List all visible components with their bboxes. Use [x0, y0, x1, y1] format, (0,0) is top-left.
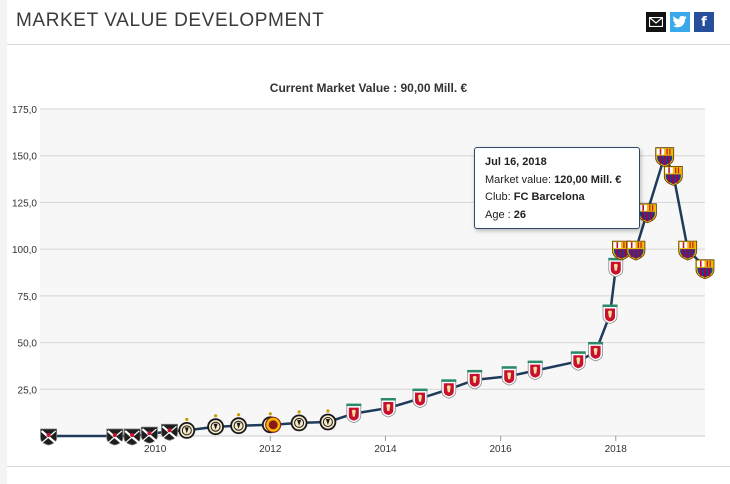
y-tick-label: 100,0	[12, 245, 37, 256]
tooltip-date: Jul 16, 2018	[485, 156, 547, 168]
data-point-vasco-crest[interactable]	[123, 428, 141, 446]
data-point-inter-crest[interactable]	[319, 409, 337, 431]
data-point-liverpool-crest[interactable]	[527, 360, 543, 381]
data-point-liverpool-crest[interactable]	[346, 403, 362, 424]
footer-divider	[7, 466, 730, 467]
data-point-barcelona-crest[interactable]	[678, 240, 698, 261]
data-point-barcelona-crest[interactable]	[612, 240, 631, 261]
data-point-vasco-crest[interactable]	[140, 426, 158, 444]
y-tick-label: 50,0	[18, 339, 38, 350]
page-title: MARKET VALUE DEVELOPMENT	[16, 10, 325, 31]
data-point-inter-crest[interactable]	[230, 413, 248, 435]
data-point-liverpool-crest[interactable]	[608, 257, 624, 278]
x-tick-label: 2016	[489, 444, 512, 455]
y-tick-label: 25,0	[18, 385, 38, 396]
data-point-barcelona-crest[interactable]	[626, 240, 646, 261]
facebook-icon[interactable]: f	[694, 12, 714, 32]
data-point-liverpool-crest[interactable]	[380, 398, 396, 418]
market-value-chart: 175,0 150,0 125,0 100,0 75,0 50,0 25,0 2010 2012…	[12, 105, 715, 455]
data-point-liverpool-crest[interactable]	[467, 369, 483, 390]
data-point-vasco-crest[interactable]	[161, 423, 178, 441]
data-point-barcelona-crest[interactable]	[695, 259, 715, 280]
tooltip-club: FC Barcelona	[513, 191, 585, 203]
data-point-liverpool-crest[interactable]	[570, 351, 586, 371]
tooltip-market-value-label: Market value:	[485, 173, 555, 186]
y-tick-label: 150,0	[12, 152, 37, 163]
data-point-barcelona-crest[interactable]	[655, 147, 675, 168]
data-point-liverpool-crest[interactable]	[412, 388, 428, 409]
twitter-icon[interactable]	[670, 12, 690, 32]
data-point-vasco-crest[interactable]	[40, 428, 57, 446]
data-point-barcelona-crest[interactable]	[638, 203, 657, 224]
data-point-inter-crest[interactable]	[290, 410, 308, 432]
market-value-card: MARKET VALUE DEVELOPMENT f Current Marke…	[7, 0, 730, 484]
data-point-barcelona-crest[interactable]	[663, 165, 683, 186]
y-tick-label: 125,0	[12, 198, 37, 209]
data-point-vasco-crest[interactable]	[106, 428, 124, 446]
y-tick-label: 175,0	[12, 105, 37, 116]
x-tick-label: 2012	[259, 444, 282, 455]
x-tick-label: 2018	[605, 444, 628, 455]
card-header: MARKET VALUE DEVELOPMENT f	[7, 0, 730, 45]
tooltip-age: 26	[513, 208, 526, 221]
data-point-liverpool-crest[interactable]	[501, 366, 517, 386]
data-point-inter-crest[interactable]	[178, 417, 196, 439]
data-point-roma-crest[interactable]	[265, 416, 282, 433]
chart-tooltip: Jul 16, 2018 Market value: 120,00 Mill. …	[474, 147, 640, 229]
chart-subtitle: Current Market Value : 90,00 Mill. €	[269, 81, 468, 95]
tooltip-market-value: 120,00 Mill. €	[554, 173, 622, 186]
x-tick-label: 2014	[374, 444, 397, 455]
tooltip-age-label: Age :	[485, 208, 514, 221]
data-point-liverpool-crest[interactable]	[588, 341, 604, 362]
data-point-liverpool-crest[interactable]	[441, 379, 457, 399]
tooltip-club-label: Club:	[485, 191, 514, 203]
x-tick-label: 2010	[144, 444, 167, 455]
y-tick-label: 75,0	[18, 292, 38, 303]
envelope-icon[interactable]	[646, 12, 666, 32]
data-point-liverpool-crest[interactable]	[602, 304, 618, 324]
data-point-inter-crest[interactable]	[207, 414, 225, 436]
facebook-glyph: f	[701, 14, 707, 30]
